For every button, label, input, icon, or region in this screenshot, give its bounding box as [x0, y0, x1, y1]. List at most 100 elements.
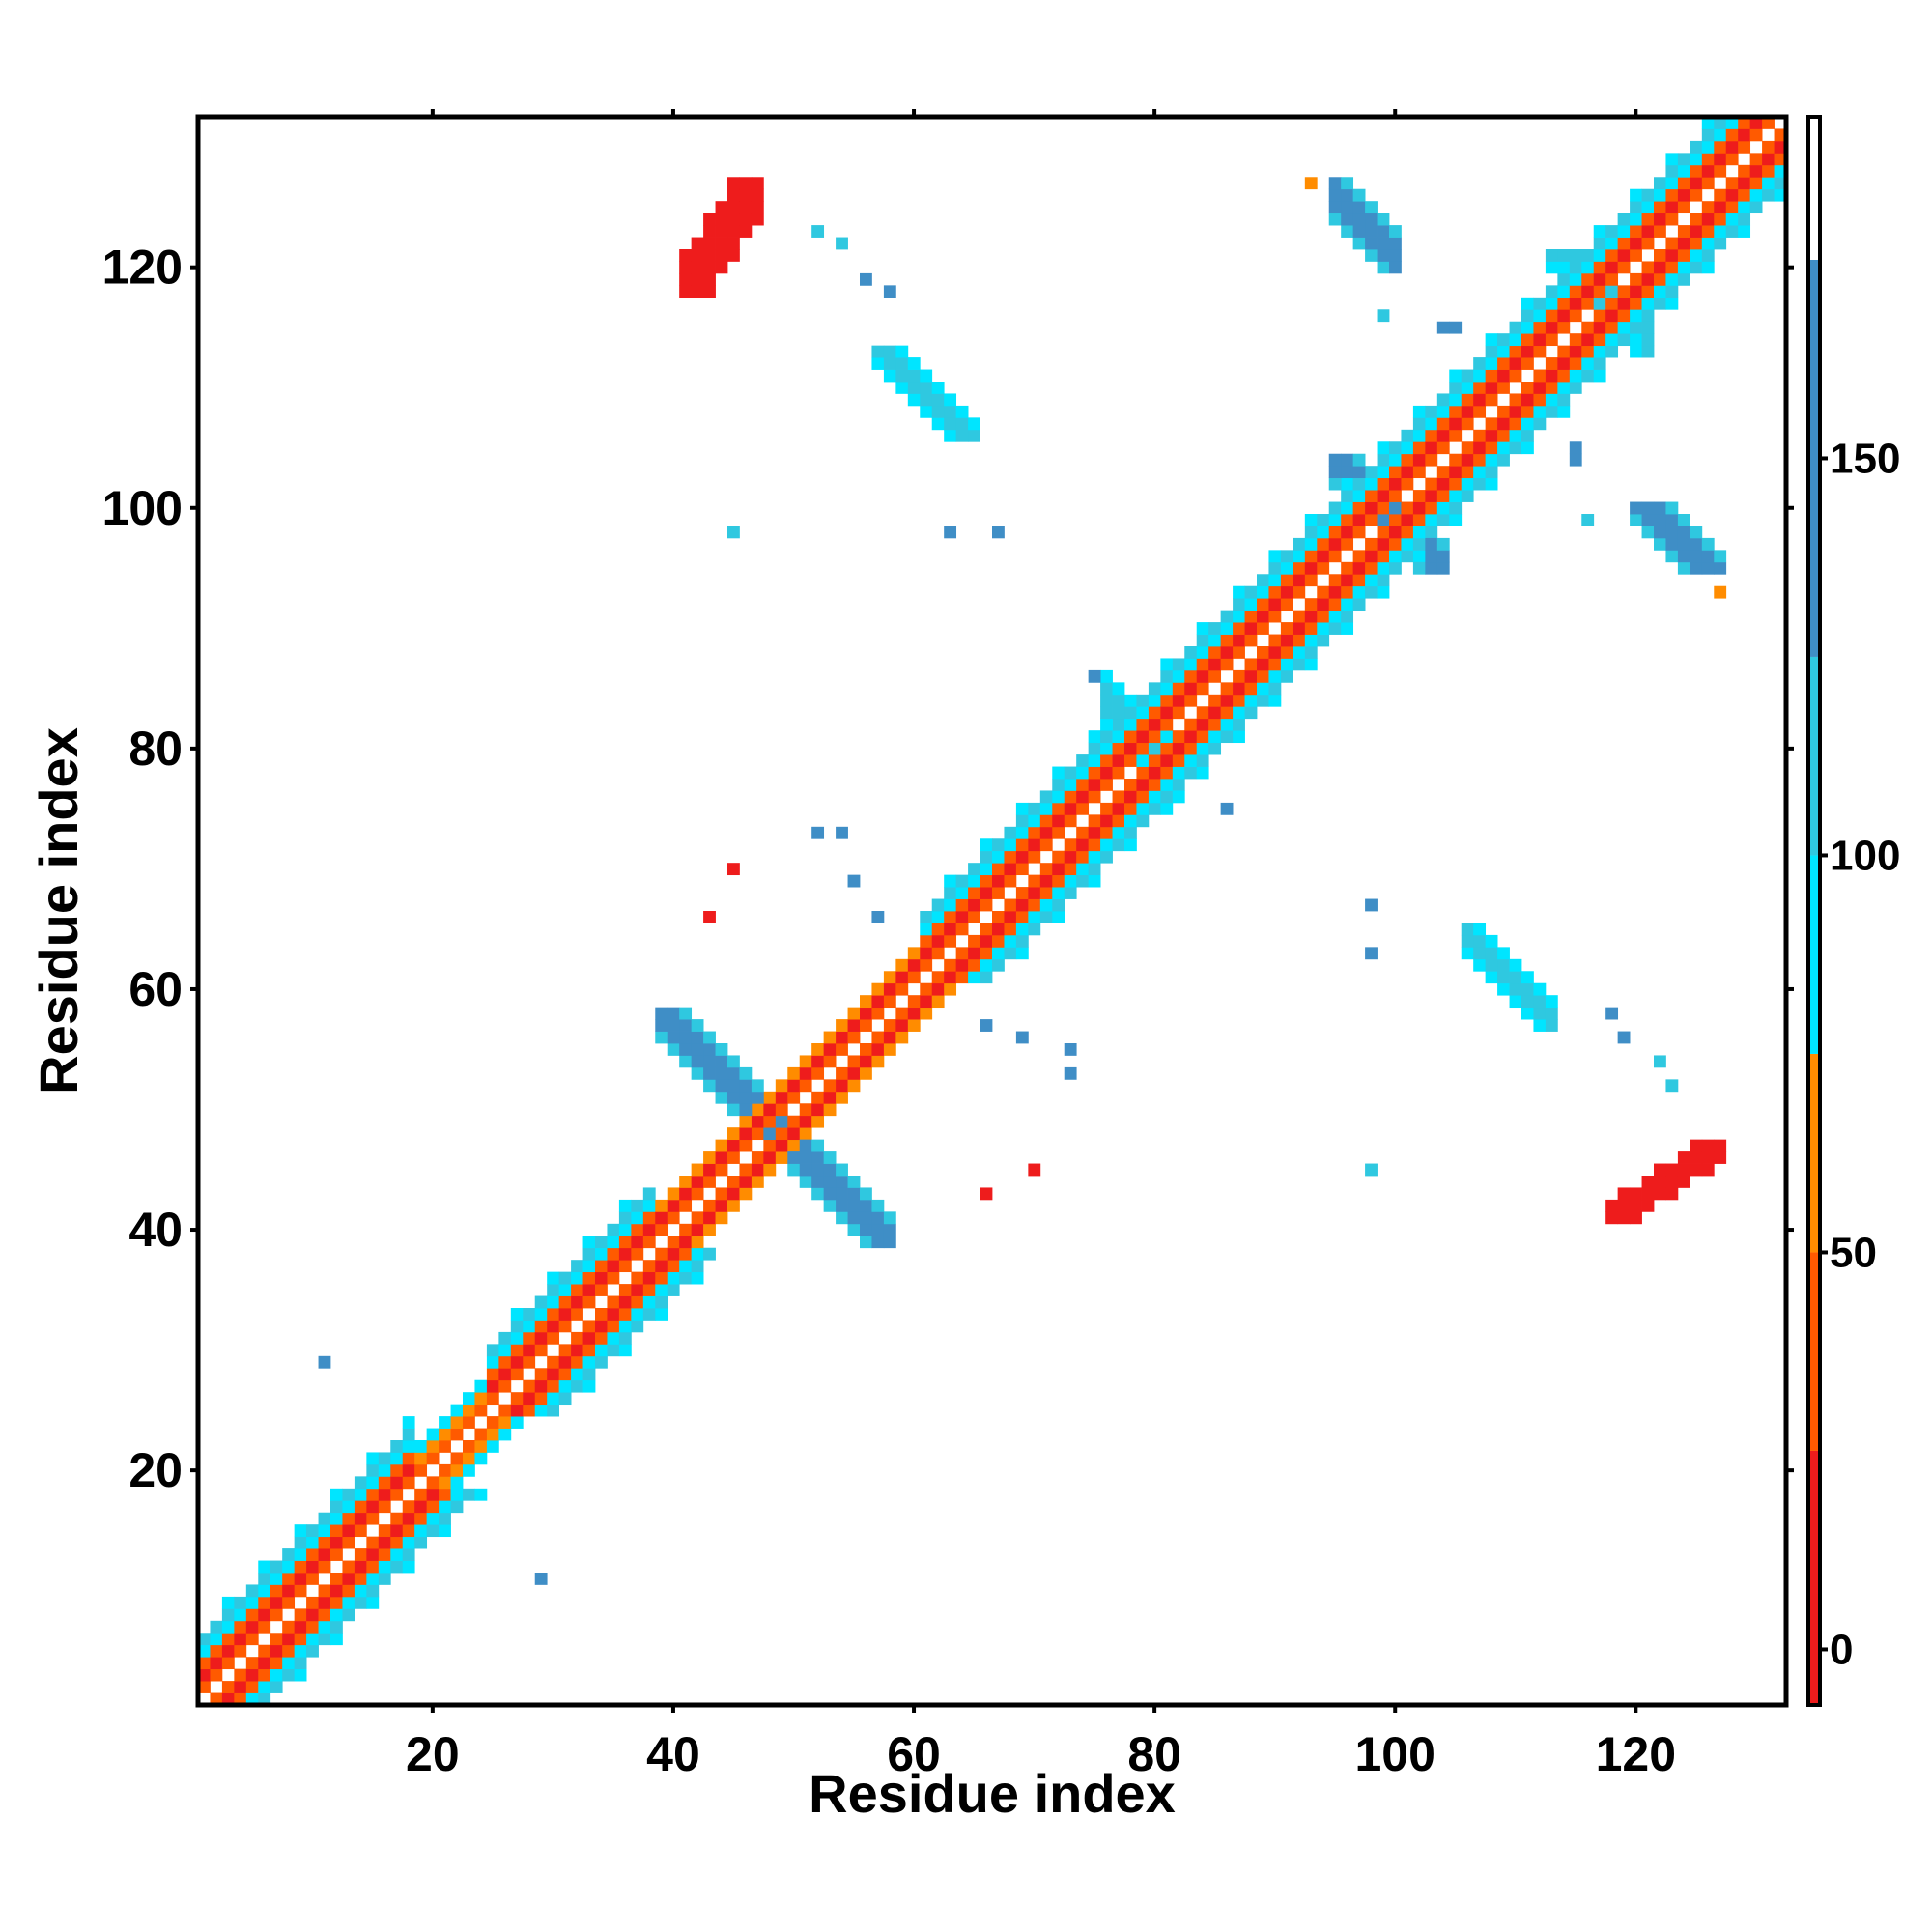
heatmap-cell — [727, 225, 740, 238]
heatmap-cell — [1076, 863, 1090, 876]
heatmap-cell — [595, 1271, 608, 1285]
heatmap-cell — [1280, 622, 1293, 635]
heatmap-cell — [1557, 382, 1571, 394]
heatmap-cell — [1557, 405, 1571, 418]
heatmap-cell — [980, 863, 993, 876]
heatmap-cell — [1076, 874, 1090, 888]
heatmap-cell — [1220, 658, 1234, 671]
x-tick-label: 60 — [887, 1727, 941, 1781]
heatmap-cell — [1485, 417, 1498, 431]
heatmap-cell — [1401, 453, 1414, 467]
heatmap-cell — [1738, 128, 1751, 142]
heatmap-cell — [1100, 742, 1113, 755]
heatmap-cell — [1677, 526, 1690, 539]
heatmap-cell — [1365, 898, 1378, 912]
heatmap-cell — [1352, 237, 1366, 250]
heatmap-cell — [595, 1355, 608, 1369]
heatmap-cell — [691, 1247, 704, 1261]
heatmap-cell — [1449, 417, 1463, 431]
heatmap-cell — [1328, 622, 1342, 635]
heatmap-cell — [1593, 272, 1606, 286]
heatmap-cell — [1136, 730, 1150, 744]
heatmap-cell — [1569, 249, 1582, 262]
heatmap-cell — [1725, 128, 1739, 142]
heatmap-cell — [1630, 514, 1642, 526]
heatmap-cell — [1304, 514, 1318, 526]
heatmap-cell — [631, 1236, 644, 1249]
heatmap-cell — [811, 826, 825, 839]
heatmap-cell — [1690, 164, 1703, 178]
heatmap-cell — [354, 1488, 367, 1501]
heatmap-cell — [1581, 345, 1595, 358]
colorbar-band — [1808, 656, 1820, 856]
heatmap-cell — [920, 1007, 933, 1020]
heatmap-cell — [739, 201, 753, 214]
heatmap-cell — [258, 1560, 271, 1574]
heatmap-cell — [258, 1668, 271, 1682]
heatmap-cell — [402, 1512, 415, 1525]
y-tick-label: 80 — [128, 722, 183, 776]
heatmap-cell — [1569, 261, 1582, 274]
heatmap-cell — [306, 1536, 319, 1549]
heatmap-cell — [221, 1633, 235, 1646]
heatmap-cell — [631, 1320, 644, 1333]
heatmap-cell — [306, 1633, 319, 1646]
heatmap-cell — [1304, 537, 1318, 551]
heatmap-cell — [558, 1355, 572, 1369]
heatmap-cell — [1328, 477, 1342, 491]
heatmap-cell — [1690, 1139, 1703, 1152]
heatmap-cell — [1341, 622, 1354, 635]
heatmap-cell — [1304, 610, 1318, 623]
heatmap-cell — [1293, 574, 1306, 587]
heatmap-cell — [1473, 466, 1487, 479]
heatmap-cell — [1665, 164, 1679, 178]
heatmap-cell — [931, 982, 945, 996]
heatmap-cell — [390, 1548, 404, 1561]
heatmap-cell — [1268, 610, 1282, 623]
heatmap-cell — [1593, 345, 1606, 358]
heatmap-cell — [968, 911, 980, 923]
heatmap-cell — [534, 1404, 548, 1417]
heatmap-cell — [787, 1066, 801, 1080]
heatmap-cell — [1425, 526, 1438, 539]
heatmap-cell — [486, 1416, 499, 1429]
heatmap-cell — [1004, 911, 1017, 923]
heatmap-cells — [198, 117, 1787, 1706]
heatmap-cell — [547, 1404, 560, 1417]
heatmap-cell — [221, 1608, 235, 1622]
heatmap-cell — [907, 971, 921, 984]
heatmap-cell — [703, 1223, 716, 1236]
heatmap-cell — [1654, 188, 1666, 202]
heatmap-cell — [1064, 790, 1077, 804]
heatmap-cell — [1714, 140, 1727, 154]
heatmap-cell — [234, 1620, 247, 1634]
heatmap-cell — [691, 1260, 704, 1273]
heatmap-cell — [1328, 610, 1342, 623]
heatmap-cell — [1485, 934, 1498, 948]
heatmap-cell — [1630, 1187, 1642, 1201]
heatmap-cell — [1545, 369, 1558, 383]
heatmap-cell — [1569, 309, 1582, 323]
heatmap-cell — [1545, 405, 1558, 418]
colorbar-frame — [1806, 115, 1822, 1707]
heatmap-cell — [582, 1355, 596, 1369]
heatmap-cell — [1184, 718, 1198, 731]
heatmap-cell — [1088, 850, 1101, 864]
heatmap-cell — [582, 1284, 596, 1296]
heatmap-cell — [1172, 790, 1185, 804]
heatmap-cell — [667, 1007, 680, 1020]
heatmap-cell — [811, 1139, 825, 1152]
heatmap-cell — [282, 1644, 296, 1658]
heatmap-cell — [1208, 718, 1222, 731]
heatmap-cell — [847, 1199, 861, 1212]
heatmap-cell — [703, 1247, 716, 1261]
heatmap-cell — [1136, 742, 1150, 755]
heatmap-cell — [450, 1404, 464, 1417]
heatmap-cell — [775, 1127, 788, 1141]
heatmap-cell — [390, 1440, 404, 1453]
heatmap-cell — [306, 1573, 319, 1585]
heatmap-cell — [1654, 225, 1666, 238]
heatmap-cell — [1100, 766, 1113, 780]
heatmap-cell — [1377, 237, 1390, 250]
